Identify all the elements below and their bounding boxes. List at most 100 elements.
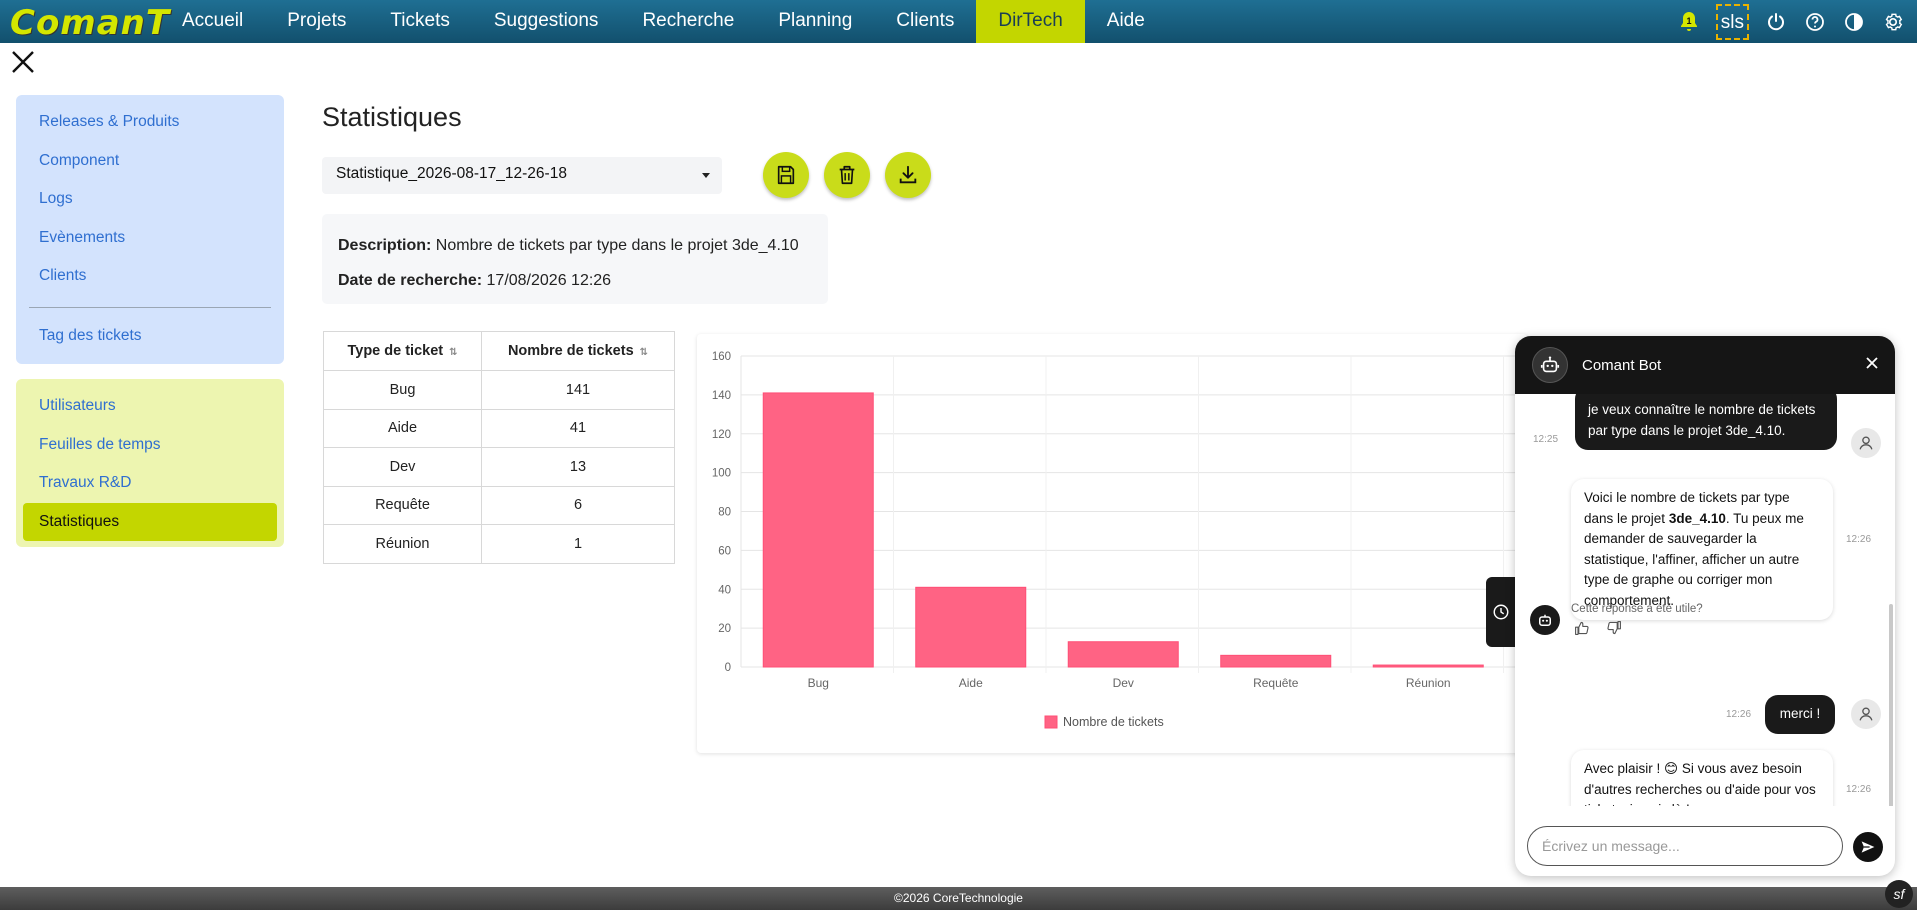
nav-menu: Accueil Projets Tickets Suggestions Recherch… [160,0,1167,43]
help-icon[interactable] [1803,10,1827,34]
bar-aide [915,586,1027,668]
ticket-count-cell: 6 [481,485,675,525]
sidebar-group-admin: Utilisateurs Feuilles de temps Travaux R&D… [16,379,284,547]
bar-bug [762,392,874,668]
sidebar-item-evenements[interactable]: Evènements [39,228,126,246]
ticket-type-cell: Requête [323,485,482,525]
save-icon [777,165,795,185]
ticket-type-cell: Bug [323,370,482,410]
logo[interactable]: ComanT [0,0,169,43]
sidebar-divider [29,306,271,308]
y-tick-label: 160 [712,351,731,363]
user-avatar-icon [1851,699,1881,729]
bot-message: Avec plaisir ! 😊 Si vous avez besoin d'a… [1571,750,1833,806]
ticket-count-cell: 141 [481,370,675,410]
column-header-count-label: Nombre de tickets [507,343,634,359]
power-icon[interactable] [1764,10,1788,34]
nav-right-tools: 1 sls [1677,0,1905,43]
table-row: Dev 13 [323,447,675,487]
close-icon[interactable] [1865,356,1879,374]
nav-item-suggestions[interactable]: Suggestions [493,10,599,31]
legend-label: Nombre de tickets [1063,715,1164,729]
message-time: 12:26 [1726,709,1752,720]
notification-bell-icon[interactable]: 1 [1677,10,1701,34]
trash-icon [839,165,855,185]
save-button[interactable] [763,152,809,198]
chat-input-row [1515,826,1895,876]
bar-chart: 0 20 40 60 80 100 120 140 160 Bug Aide Dev Requête Ré… [712,351,1527,729]
sidebar-item-component[interactable]: Component [39,151,120,169]
sidebar-item-utilisateurs[interactable]: Utilisateurs [39,397,116,414]
sidebar-item-feuilles-de-temps[interactable]: Feuilles de temps [39,435,161,453]
delete-button[interactable] [824,152,870,198]
table-row: Bug 141 [323,370,675,410]
statistic-select[interactable]: Statistique_2026-08-17_12-26-18 [322,157,722,194]
sidebar-group-products: Releases & Produits Component Logs Evènemen… [16,95,284,364]
top-navbar: ComanT Accueil Projets Tickets Suggestions R… [0,0,1917,43]
chat-message-input[interactable] [1527,826,1843,866]
user-initials-button[interactable]: sls [1715,3,1749,40]
chat-messages[interactable]: 12:25 je veux connaître le nombre de tic… [1515,394,1895,806]
column-header-count[interactable]: Nombre de tickets ⇅ [481,331,675,371]
date-label: Date de recherche: [338,272,483,289]
nav-item-clients[interactable]: Clients [896,10,955,31]
chatbot-window: Comant Bot 12:25 je veux connaître le no… [1515,336,1895,876]
ticket-count-cell: 13 [481,447,675,487]
nav-item-aide[interactable]: Aide [1106,10,1145,31]
download-button[interactable] [885,152,931,198]
gear-icon[interactable] [1881,10,1905,34]
clock-history-icon [1493,604,1509,620]
nav-item-projets[interactable]: Projets [287,10,347,31]
message-time: 12:26 [1846,784,1872,795]
ticket-type-cell: Réunion [323,524,482,564]
sort-icon[interactable]: ⇅ [449,347,458,358]
logo-text: ComanT [10,3,171,43]
y-tick-label: 0 [725,662,731,674]
x-tick-label: Aide [959,676,983,690]
thumbs-up-icon[interactable] [1574,620,1590,641]
sort-icon[interactable]: ⇅ [639,347,649,358]
sidebar-item-releases-produits[interactable]: Releases & Produits [39,113,180,130]
legend-swatch [1044,715,1058,729]
nav-item-dirtech[interactable]: DirTech [976,0,1085,43]
description-value: Nombre de tickets par type dans le proje… [435,237,799,254]
contrast-icon[interactable] [1842,10,1866,34]
sidebar-item-statistiques[interactable]: Statistiques [23,502,277,541]
bot-message-bold: 3de_4.10 [1668,510,1726,526]
sidebar-item-travaux-r-d[interactable]: Travaux R&D [39,474,132,491]
nav-item-tickets[interactable]: Tickets [390,10,450,31]
date-value: 17/08/2026 12:26 [486,272,612,289]
y-tick-label: 100 [712,468,731,480]
x-tick-label: Bug [808,676,829,690]
table-row: Aide 41 [323,408,675,448]
chat-scrollbar[interactable] [1889,604,1893,806]
statistic-select-value: Statistique_2026-08-17_12-26-18 [336,165,567,182]
history-tab[interactable] [1486,577,1516,647]
column-header-type-label: Type de ticket [347,343,444,359]
y-tick-label: 120 [712,429,731,441]
thumbs-down-icon[interactable] [1606,620,1622,641]
nav-item-accueil[interactable]: Accueil [182,10,244,31]
send-button[interactable] [1853,832,1883,862]
table-row: Requête 6 [323,485,675,525]
symfony-toolbar-icon[interactable]: sf [1885,880,1913,908]
bot-message-text: . Tu peux me demander de sauvegarder la … [1584,510,1804,608]
bar-réunion [1372,664,1484,668]
ticket-type-cell: Aide [323,408,482,448]
y-tick-label: 80 [718,507,731,519]
nav-item-recherche[interactable]: Recherche [642,10,735,31]
ticket-count-cell: 1 [481,524,675,564]
close-sidebar-icon[interactable] [10,49,36,75]
nav-item-planning[interactable]: Planning [778,10,853,31]
x-tick-label: Requête [1253,676,1299,690]
column-header-type[interactable]: Type de ticket ⇅ [323,331,482,371]
y-tick-label: 60 [718,545,731,557]
chevron-down-icon [702,173,710,178]
statistic-description-box: Description: Nombre de tickets par type … [322,214,828,304]
sidebar-item-clients[interactable]: Clients [39,267,87,284]
sidebar-item-tag-des-tickets[interactable]: Tag des tickets [39,326,142,344]
robot-icon [1530,605,1560,635]
sidebar-item-logs[interactable]: Logs [39,190,73,207]
bar-requête [1220,654,1332,668]
table-row: Réunion 1 [323,524,675,564]
